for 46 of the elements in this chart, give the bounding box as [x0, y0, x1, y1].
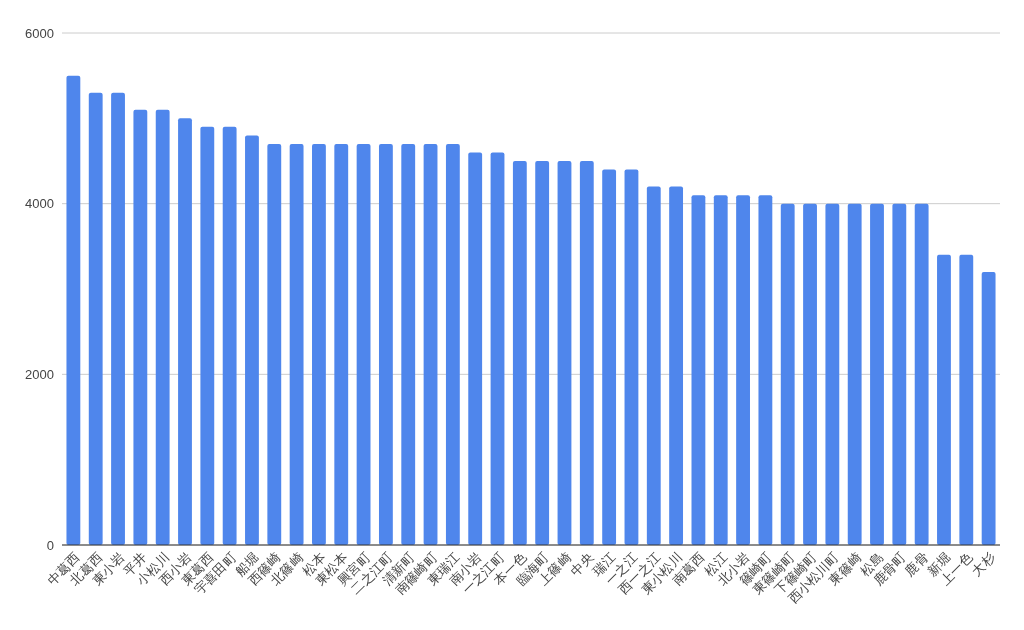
bar: [981, 271, 996, 545]
bar: [378, 143, 393, 545]
bar: [669, 186, 684, 545]
y-tick-label: 6000: [25, 25, 54, 41]
bar: [847, 203, 862, 545]
bar: [401, 143, 416, 545]
bar: [937, 254, 951, 545]
y-tick-label: 0: [46, 537, 54, 553]
bar: [512, 161, 527, 545]
bar: [624, 169, 639, 545]
bar: [133, 109, 148, 545]
bar: [356, 143, 371, 545]
bar: [88, 92, 103, 545]
bar: [825, 203, 840, 545]
bar: [870, 203, 884, 545]
bar: [892, 203, 907, 545]
bar: [111, 92, 125, 545]
bar: [490, 152, 505, 545]
bar: [579, 161, 594, 545]
bar: [155, 109, 170, 545]
bar: [445, 143, 460, 545]
bar: [758, 195, 773, 545]
bar: [803, 203, 817, 545]
bar: [691, 195, 706, 545]
bar: [713, 195, 728, 545]
bar: [178, 118, 192, 545]
bar: [312, 143, 326, 545]
bar: [468, 152, 483, 545]
bar: [780, 203, 795, 545]
bar: [959, 254, 974, 545]
bar: [66, 75, 81, 545]
bar: [289, 143, 304, 545]
bar: [736, 195, 750, 545]
bar: [602, 169, 617, 545]
bar: [646, 186, 661, 545]
bar: [245, 135, 259, 545]
y-tick-label: 2000: [25, 366, 54, 382]
bar: [267, 143, 282, 545]
y-tick-label: 4000: [25, 196, 54, 212]
bar: [200, 126, 215, 545]
bar: [334, 143, 349, 545]
bar: [557, 161, 572, 545]
bar: [423, 143, 438, 545]
bar: [222, 126, 237, 545]
bar: [535, 161, 550, 545]
bar: [914, 203, 929, 545]
